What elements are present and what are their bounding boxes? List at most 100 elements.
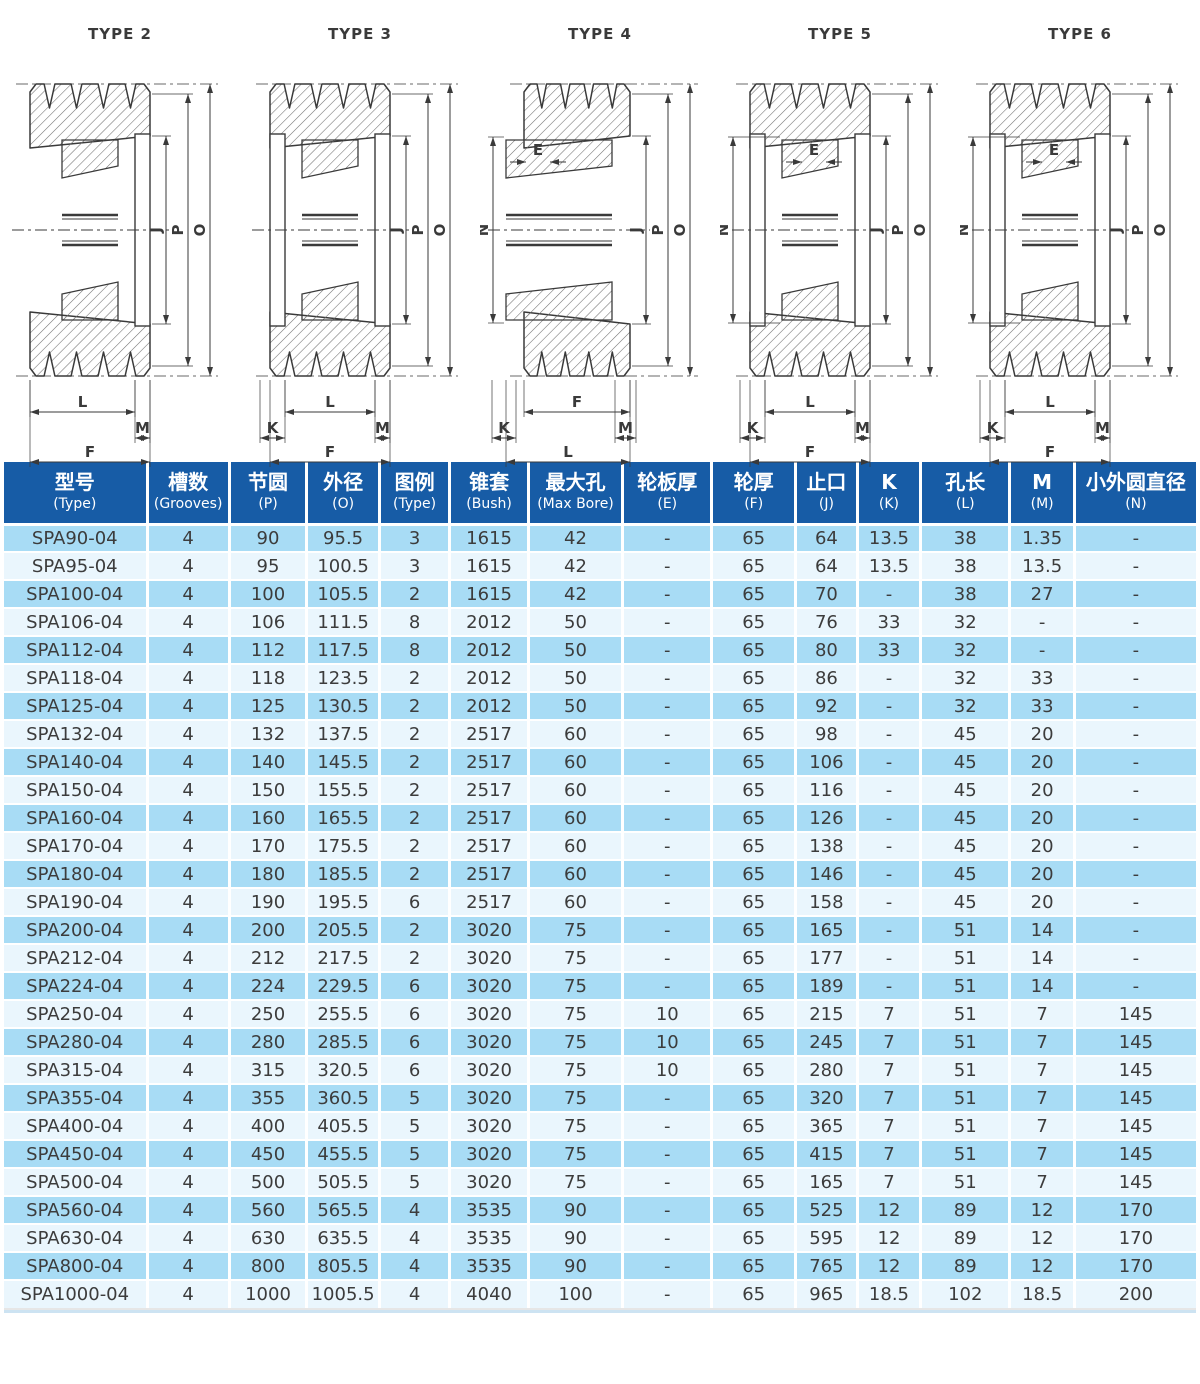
- cell: 3020: [449, 971, 530, 1000]
- groove-rim: [523, 83, 631, 149]
- dim-arrowhead: [163, 136, 169, 145]
- cell: -: [622, 691, 714, 720]
- dim-label-K: K: [498, 419, 511, 437]
- dim-arrowhead: [1123, 136, 1129, 145]
- dim-arrowhead: [185, 94, 191, 103]
- dim-label-P: P: [889, 225, 907, 236]
- cell: 90: [528, 1223, 625, 1252]
- diagram-6: TYPE 6 JPO N E K L M F: [960, 8, 1200, 478]
- header-row: 型号 (Type) 槽数 (Grooves) 节圆 (P) 外径 (O) 图例 (Type) 锥套 (…: [4, 462, 1196, 526]
- cell: 4: [147, 663, 231, 692]
- cell: 75: [528, 999, 625, 1028]
- column-header-zh: 最大孔: [545, 470, 606, 494]
- cell: -: [622, 523, 714, 552]
- cell: 200: [229, 915, 309, 944]
- cell: 175.5: [306, 831, 381, 860]
- cell: 255.5: [306, 999, 381, 1028]
- spec-table-body: SPA90-04 4 90 95.5 3 1615 42-65 64 13.5 38 1.35- SP…: [4, 523, 1196, 1308]
- cell: 45: [920, 719, 1012, 748]
- cell: 100: [229, 579, 309, 608]
- cell: 765: [795, 1251, 859, 1280]
- dim-arrowhead: [756, 435, 765, 441]
- cell: 33: [1009, 691, 1076, 720]
- cell: 65: [711, 1195, 797, 1224]
- dim-arrowhead: [492, 435, 501, 441]
- cell: -: [622, 1167, 714, 1196]
- cell: -: [857, 803, 923, 832]
- cell: 65: [711, 859, 797, 888]
- cell: 32: [920, 663, 1012, 692]
- dim-label-M: M: [855, 419, 870, 437]
- cell: 170: [1074, 1251, 1196, 1280]
- dim-arrowhead: [490, 314, 496, 323]
- dim-arrowhead: [846, 409, 855, 415]
- groove-rim: [269, 83, 391, 149]
- column-header-4: 图例 (Type): [379, 462, 452, 526]
- cell: 165.5: [306, 803, 381, 832]
- cell: 45: [920, 859, 1012, 888]
- cell: 4: [147, 747, 231, 776]
- cell: 217.5: [306, 943, 381, 972]
- cell: 7: [857, 1083, 923, 1112]
- cell: 75: [528, 971, 625, 1000]
- dim-arrowhead: [126, 409, 135, 415]
- cell: 7: [857, 1027, 923, 1056]
- cell: -: [1074, 719, 1196, 748]
- groove-rim: [749, 311, 871, 377]
- cell: 250: [229, 999, 309, 1028]
- cell: SPA212-04: [4, 943, 149, 972]
- diagram-4: TYPE 4 JPO N E K F M L: [480, 8, 720, 478]
- column-header-9: 止口 (J): [795, 462, 859, 526]
- cell: 33: [857, 607, 923, 636]
- dim-arrowhead: [1066, 159, 1075, 165]
- dim-arrowhead: [163, 315, 169, 324]
- cell: 60: [528, 775, 625, 804]
- cell: 320: [795, 1083, 859, 1112]
- cell: 155.5: [306, 775, 381, 804]
- cell: 2: [379, 831, 452, 860]
- table-row: SPA560-04 4 560 565.5 4 3535 90-65 525 12 89 12 170: [4, 1195, 1196, 1224]
- cell: 98: [795, 719, 859, 748]
- dim-arrowhead: [1123, 315, 1129, 324]
- cell: 1000: [229, 1279, 309, 1308]
- groove-rim: [989, 311, 1111, 377]
- cell: 145: [1074, 999, 1196, 1028]
- column-header-13: 小外圆直径 (N): [1074, 462, 1196, 526]
- column-header-6: 最大孔 (Max Bore): [528, 462, 625, 526]
- dim-arrowhead: [1167, 84, 1173, 93]
- cell: 45: [920, 775, 1012, 804]
- cell: -: [1074, 943, 1196, 972]
- column-header-en: (Type): [53, 496, 97, 512]
- cell: 106: [229, 607, 309, 636]
- dim-arrowhead: [381, 435, 390, 441]
- cell: 10: [622, 1055, 714, 1084]
- cell: 60: [528, 719, 625, 748]
- cell: SPA224-04: [4, 971, 149, 1000]
- cell: 75: [528, 1027, 625, 1056]
- cell: 14: [1009, 915, 1076, 944]
- cell: 45: [920, 803, 1012, 832]
- taper-bush-lower: [61, 281, 119, 321]
- cell: 4: [147, 1223, 231, 1252]
- cell: 1615: [449, 579, 530, 608]
- cell: 229.5: [306, 971, 381, 1000]
- cell: 10: [622, 999, 714, 1028]
- dim-arrowhead: [403, 315, 409, 324]
- dim-arrowhead: [687, 84, 693, 93]
- cell: 75: [528, 943, 625, 972]
- cell: 450: [229, 1139, 309, 1168]
- cell: 14: [1009, 943, 1076, 972]
- dim-arrowhead: [30, 459, 39, 465]
- cell: 38: [920, 523, 1012, 552]
- table-row: SPA280-04 4 280 285.5 6 3020 75 10 65 245 7 51 7 145: [4, 1027, 1196, 1056]
- cell: 50: [528, 663, 625, 692]
- diagram-title: TYPE 4: [568, 25, 632, 43]
- dim-label-P: P: [1129, 225, 1147, 236]
- dim-label-O: O: [191, 224, 209, 237]
- dim-arrowhead: [665, 357, 671, 366]
- cell: 2: [379, 691, 452, 720]
- diagram-title: TYPE 5: [808, 25, 872, 43]
- dim-arrowhead: [970, 137, 976, 146]
- cell: 3535: [449, 1195, 530, 1224]
- cell: 51: [920, 915, 1012, 944]
